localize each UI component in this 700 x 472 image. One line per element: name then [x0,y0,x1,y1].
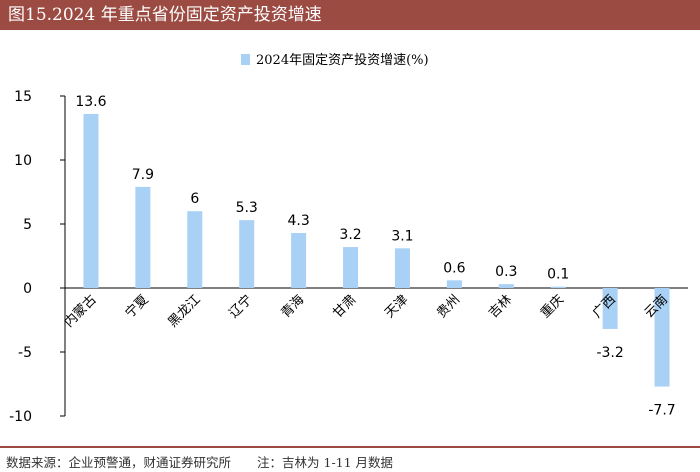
category-label: 吉林 [486,292,515,321]
source-text: 数据来源：企业预警通，财通证券研究所 [6,455,232,470]
bar [187,211,203,288]
bottom-divider [0,446,700,448]
category-label: 青海 [278,292,307,321]
data-label: 0.3 [495,264,517,280]
bar [498,284,514,288]
note-text: 注：吉林为 1-11 月数据 [257,455,394,470]
bar [446,280,462,288]
data-label: 6 [190,191,199,207]
data-label: 0.6 [443,260,465,276]
bar [83,113,99,288]
category-label: 黑龙江 [165,292,203,330]
data-label: 3.1 [391,228,413,244]
y-tick-label: -10 [9,409,32,425]
bar [343,247,359,288]
data-label: 13.6 [75,94,106,110]
bar [602,288,618,329]
bar [291,232,307,288]
data-label: 4.3 [287,213,309,229]
category-label: 天津 [382,292,411,321]
data-label: -7.7 [648,403,675,419]
y-tick-label: 5 [23,217,32,233]
chart-area: 2024年固定资产投资增速(%) 15 10 5 0 -5 -10 13.6 内蒙古 7.9 宁夏 6… [0,30,700,445]
data-label: 3.2 [339,227,361,243]
bar [550,286,566,288]
data-label: 5.3 [236,200,258,216]
legend-label: 2024年固定资产投资增速(%) [256,52,429,68]
data-label: 0.1 [547,267,569,283]
y-tick-label: 10 [14,153,32,169]
bar [239,220,255,288]
source-line: 数据来源：企业预警通，财通证券研究所 注：吉林为 1-11 月数据 [6,452,696,471]
category-label: 内蒙古 [61,292,100,331]
bar [394,248,410,288]
y-tick-label: -5 [18,345,32,361]
bar [135,186,151,288]
figure-title: 图15.2024 年重点省份固定资产投资增速 [0,0,700,30]
category-label: 甘肃 [330,292,359,321]
legend-swatch [241,54,250,65]
category-label: 贵州 [434,292,463,321]
category-label: 重庆 [537,292,567,322]
y-tick-label: 15 [14,89,32,105]
category-label: 宁夏 [122,292,152,322]
bar-chart: 2024年固定资产投资增速(%) 15 10 5 0 -5 -10 13.6 内蒙古 7.9 宁夏 6… [9,52,688,425]
y-tick-label: 0 [23,281,32,297]
bar [654,288,670,387]
data-label: -3.2 [596,345,623,361]
data-label: 7.9 [132,167,154,183]
category-label: 辽宁 [226,292,256,322]
